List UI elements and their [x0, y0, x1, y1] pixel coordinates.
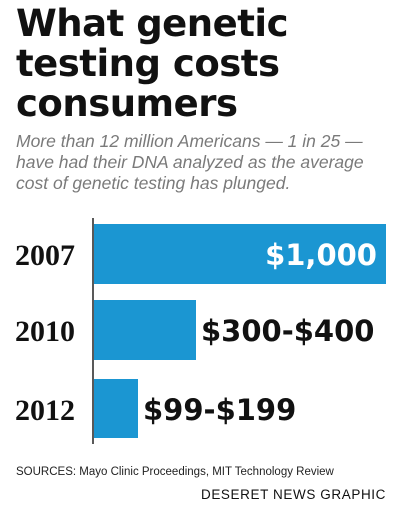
- y-tick-label: 2012: [15, 394, 75, 427]
- bar-chart: 2007 $1,000 2010 $300-$400 2012 $99-$199: [15, 218, 386, 444]
- y-tick-label: 2010: [15, 315, 75, 348]
- bar: [94, 224, 386, 284]
- data-label: $1,000: [265, 238, 377, 272]
- graphic-credit: DESERET NEWS GRAPHIC: [200, 487, 386, 502]
- subtitle-line: More than 12 million Americans — 1 in 25…: [16, 131, 363, 151]
- chart-title: What genetic testing costs consumers: [16, 4, 392, 124]
- bar: [94, 379, 138, 438]
- data-label: $300-$400: [201, 314, 374, 348]
- subtitle-line: have had their DNA analyzed as the avera…: [16, 152, 364, 172]
- title-line: testing costs: [16, 42, 280, 85]
- data-label: $99-$199: [143, 393, 296, 427]
- title-line: What genetic: [16, 2, 289, 45]
- chart-subtitle: More than 12 million Americans — 1 in 25…: [16, 131, 392, 194]
- title-line: consumers: [16, 82, 238, 125]
- subtitle-line: cost of genetic testing has plunged.: [16, 173, 291, 193]
- sources-note: SOURCES: Mayo Clinic Proceedings, MIT Te…: [16, 466, 334, 478]
- y-tick-label: 2007: [15, 239, 75, 272]
- bar: [94, 300, 196, 360]
